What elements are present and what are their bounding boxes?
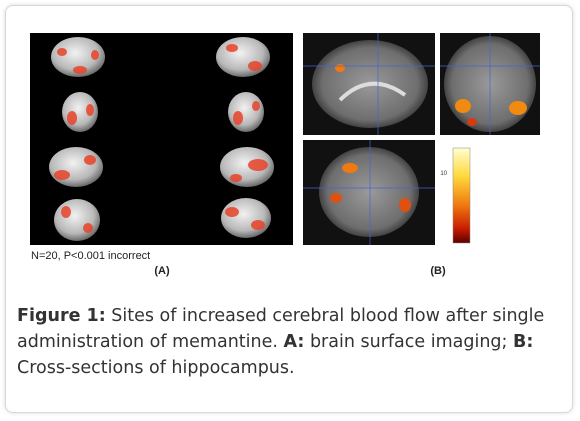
caption-b-text: Cross-sections of hippocampus. <box>17 358 295 378</box>
surface-renders <box>49 37 274 241</box>
figure-caption: Figure 1: Sites of increased cerebral bl… <box>17 303 562 381</box>
panel-b-label: (B) <box>430 265 446 277</box>
colorbar <box>452 147 471 244</box>
colorbar-tick-label: 10 <box>440 171 447 177</box>
panel-a-note: N=20, P<0.001 incorrect <box>31 250 150 262</box>
caption-a-label: A: <box>283 332 305 352</box>
caption-text: Sites of increased cerebral blood flow a… <box>17 306 545 352</box>
panel-a-label: (A) <box>154 265 170 277</box>
caption-b-label: B: <box>512 332 534 352</box>
caption-a-text: brain surface imaging; <box>304 332 513 352</box>
mri-sections <box>303 33 540 245</box>
caption-label: Figure 1: <box>17 306 106 326</box>
